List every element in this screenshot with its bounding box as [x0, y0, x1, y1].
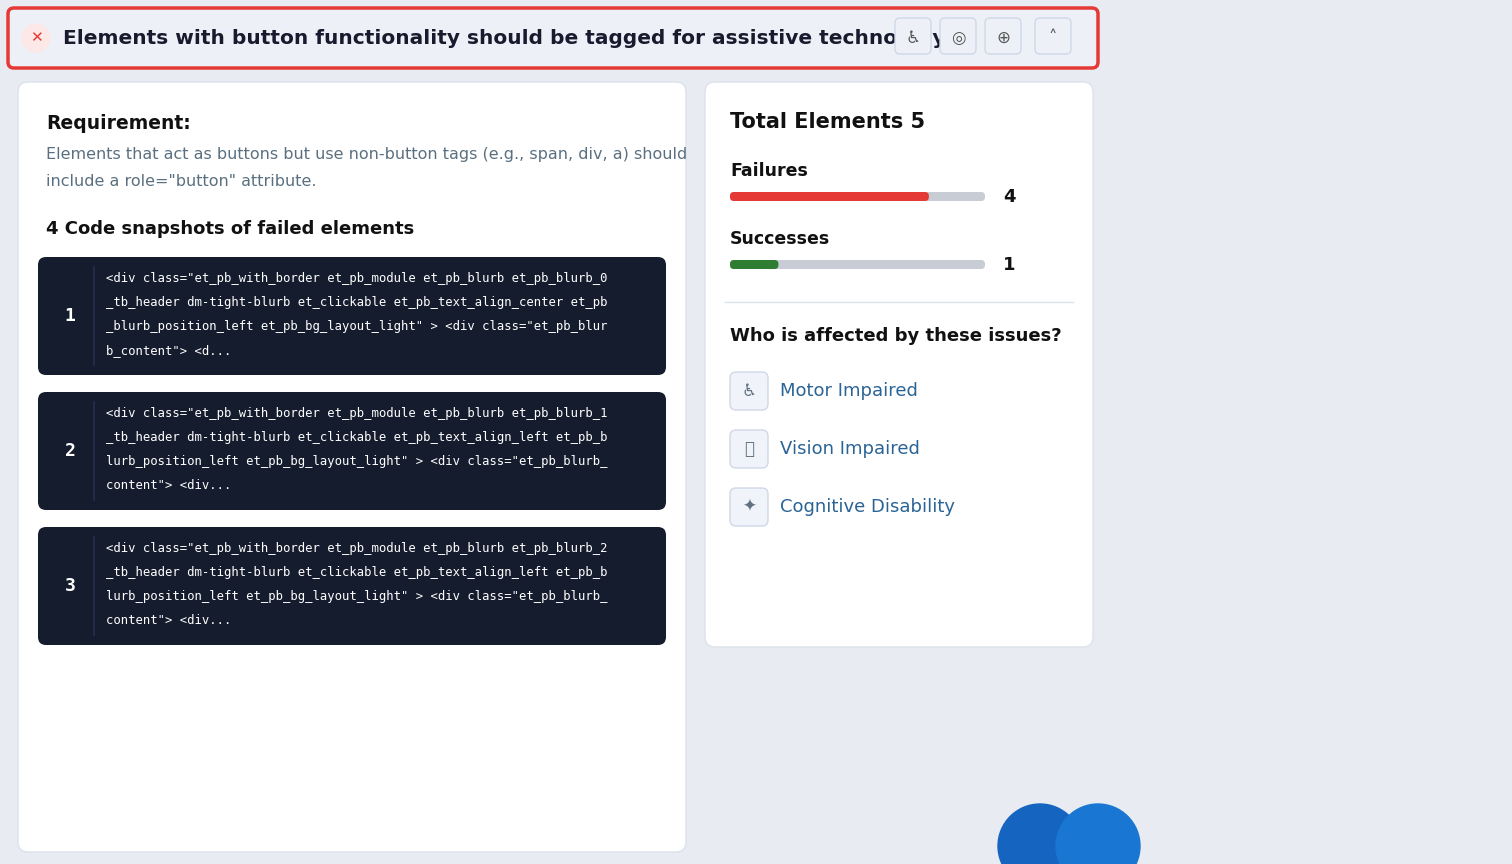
- Text: 4 Code snapshots of failed elements: 4 Code snapshots of failed elements: [45, 220, 414, 238]
- Circle shape: [1055, 804, 1140, 864]
- Text: _tb_header dm-tight-blurb et_clickable et_pb_text_align_center et_pb: _tb_header dm-tight-blurb et_clickable e…: [106, 296, 608, 309]
- FancyBboxPatch shape: [38, 527, 665, 645]
- Text: Motor Impaired: Motor Impaired: [780, 382, 918, 400]
- Text: content"> <div...: content"> <div...: [106, 479, 231, 492]
- FancyBboxPatch shape: [730, 260, 984, 269]
- Text: _blurb_position_left et_pb_bg_layout_light" > <div class="et_pb_blur: _blurb_position_left et_pb_bg_layout_lig…: [106, 320, 608, 333]
- Text: <div class="et_pb_with_border et_pb_module et_pb_blurb et_pb_blurb_1: <div class="et_pb_with_border et_pb_modu…: [106, 407, 608, 420]
- FancyBboxPatch shape: [895, 18, 931, 54]
- FancyBboxPatch shape: [1036, 18, 1070, 54]
- FancyBboxPatch shape: [730, 192, 928, 201]
- Text: Successes: Successes: [730, 230, 830, 248]
- Text: ♿: ♿: [741, 382, 756, 400]
- FancyBboxPatch shape: [730, 488, 768, 526]
- Text: 👁: 👁: [744, 440, 754, 458]
- Circle shape: [23, 24, 50, 52]
- Text: content"> <div...: content"> <div...: [106, 614, 231, 627]
- FancyBboxPatch shape: [730, 192, 984, 201]
- Text: ˄: ˄: [1049, 29, 1057, 47]
- Text: <div class="et_pb_with_border et_pb_module et_pb_blurb et_pb_blurb_0: <div class="et_pb_with_border et_pb_modu…: [106, 272, 608, 285]
- Text: ♿: ♿: [906, 29, 921, 47]
- FancyBboxPatch shape: [8, 8, 1098, 68]
- Text: 3: 3: [65, 577, 76, 595]
- FancyBboxPatch shape: [730, 260, 779, 269]
- FancyBboxPatch shape: [38, 392, 665, 510]
- Circle shape: [998, 804, 1083, 864]
- Text: ✦: ✦: [742, 498, 756, 516]
- Text: b_content"> <d...: b_content"> <d...: [106, 344, 231, 357]
- Text: _tb_header dm-tight-blurb et_clickable et_pb_text_align_left et_pb_b: _tb_header dm-tight-blurb et_clickable e…: [106, 431, 608, 444]
- FancyBboxPatch shape: [38, 257, 665, 375]
- Text: Vision Impaired: Vision Impaired: [780, 440, 919, 458]
- FancyBboxPatch shape: [940, 18, 977, 54]
- FancyBboxPatch shape: [730, 372, 768, 410]
- Text: lurb_position_left et_pb_bg_layout_light" > <div class="et_pb_blurb_: lurb_position_left et_pb_bg_layout_light…: [106, 455, 608, 468]
- Text: Who is affected by these issues?: Who is affected by these issues?: [730, 327, 1061, 345]
- FancyBboxPatch shape: [730, 430, 768, 468]
- Text: Total Elements 5: Total Elements 5: [730, 112, 925, 132]
- Text: ◎: ◎: [951, 29, 965, 47]
- Text: _tb_header dm-tight-blurb et_clickable et_pb_text_align_left et_pb_b: _tb_header dm-tight-blurb et_clickable e…: [106, 566, 608, 579]
- Text: 1: 1: [65, 307, 76, 325]
- Text: <div class="et_pb_with_border et_pb_module et_pb_blurb et_pb_blurb_2: <div class="et_pb_with_border et_pb_modu…: [106, 542, 608, 555]
- Text: lurb_position_left et_pb_bg_layout_light" > <div class="et_pb_blurb_: lurb_position_left et_pb_bg_layout_light…: [106, 590, 608, 603]
- Text: 1: 1: [1002, 256, 1016, 274]
- Text: 4: 4: [1002, 187, 1016, 206]
- Text: Elements that act as buttons but use non-button tags (e.g., span, div, a) should: Elements that act as buttons but use non…: [45, 147, 688, 162]
- Text: Requirement:: Requirement:: [45, 114, 191, 133]
- Text: ⊕: ⊕: [996, 29, 1010, 47]
- Text: 2: 2: [65, 442, 76, 460]
- Text: Failures: Failures: [730, 162, 807, 180]
- FancyBboxPatch shape: [984, 18, 1021, 54]
- FancyBboxPatch shape: [705, 82, 1093, 647]
- Text: include a role="button" attribute.: include a role="button" attribute.: [45, 174, 316, 189]
- Text: Elements with button functionality should be tagged for assistive technology: Elements with button functionality shoul…: [64, 29, 945, 48]
- FancyBboxPatch shape: [18, 82, 686, 852]
- Text: Cognitive Disability: Cognitive Disability: [780, 498, 956, 516]
- Text: ✕: ✕: [30, 30, 42, 46]
